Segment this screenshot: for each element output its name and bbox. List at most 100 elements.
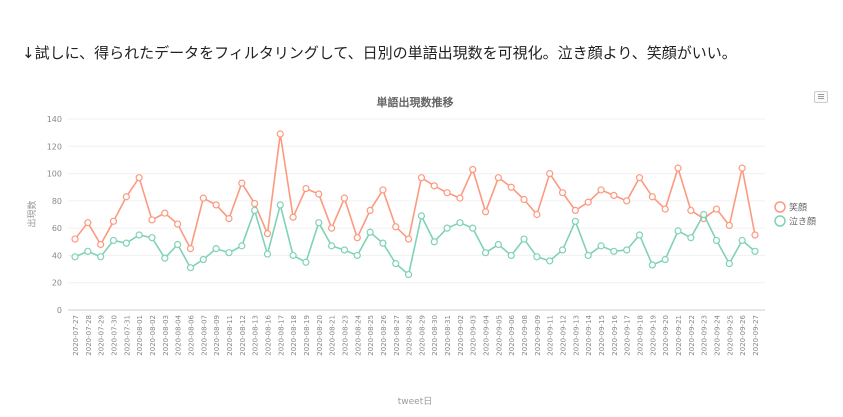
data-point <box>263 230 272 238</box>
data-point <box>366 206 374 215</box>
data-point <box>392 260 400 268</box>
data-point <box>199 194 207 202</box>
x-tick-label: 2020-08-16 <box>264 314 272 355</box>
x-tick-label: 2020-09-26 <box>739 314 747 355</box>
y-axis-label: 出現数 <box>26 200 38 227</box>
legend-marker <box>774 215 786 227</box>
data-point <box>507 183 515 191</box>
data-point <box>251 199 259 208</box>
data-point <box>546 257 554 265</box>
data-point <box>571 206 579 215</box>
x-tick-label: 2020-08-12 <box>239 315 247 356</box>
x-tick-label: 2020-09-21 <box>675 315 683 356</box>
data-point <box>700 210 708 219</box>
data-point <box>610 191 618 199</box>
data-point <box>751 247 759 255</box>
data-point <box>648 193 656 201</box>
data-point <box>712 236 721 245</box>
chart-title: 単語出現数推移 <box>377 95 454 109</box>
x-tick-label: 2020-09-03 <box>470 315 478 356</box>
data-point <box>315 190 323 198</box>
x-tick-label: 2020-07-30 <box>110 315 118 356</box>
x-tick-label: 2020-09-22 <box>688 315 696 356</box>
x-tick-label: 2020-09-06 <box>508 314 516 355</box>
x-tick-label: 2020-08-21 <box>329 315 337 356</box>
data-point <box>623 197 631 205</box>
data-point <box>122 239 130 247</box>
x-tick-label: 2020-07-28 <box>85 315 93 356</box>
data-point <box>174 220 182 228</box>
x-tick-label: 2020-09-11 <box>547 315 555 356</box>
x-axis-label: tweet日 <box>398 396 433 407</box>
x-tick-label: 2020-09-23 <box>701 315 709 356</box>
data-point <box>328 224 336 232</box>
data-point <box>725 260 733 268</box>
data-point <box>225 214 233 223</box>
x-tick-label: 2020-08-25 <box>367 315 375 356</box>
data-point <box>135 174 143 182</box>
x-tick-label: 2020-08-09 <box>213 315 221 356</box>
x-tick-label: 2020-08-06 <box>187 314 195 355</box>
y-tick-label: 40 <box>52 251 62 260</box>
hamburger-menu-icon[interactable] <box>814 91 828 103</box>
data-point <box>443 224 451 232</box>
data-point <box>469 165 477 174</box>
data-point <box>404 235 413 243</box>
data-point <box>289 251 297 260</box>
y-tick-label: 0 <box>57 306 62 315</box>
data-point <box>661 255 669 264</box>
data-point <box>661 205 669 213</box>
data-point <box>353 251 361 260</box>
data-point <box>456 219 464 227</box>
data-point <box>135 231 143 239</box>
data-point <box>289 213 297 221</box>
data-point <box>456 194 464 202</box>
data-point <box>481 249 490 257</box>
x-tick-label: 2020-08-03 <box>162 315 170 356</box>
data-point <box>212 245 220 253</box>
x-tick-label: 2020-08-24 <box>354 314 362 355</box>
data-point <box>186 245 195 253</box>
x-tick-label: 2020-09-12 <box>560 315 568 356</box>
y-tick-label: 140 <box>47 115 62 124</box>
data-point <box>597 242 605 250</box>
data-point <box>648 261 656 269</box>
x-tick-label: 2020-08-04 <box>175 314 183 355</box>
data-point <box>161 209 169 217</box>
data-point <box>328 242 336 250</box>
x-tick-label: 2020-08-26 <box>380 314 388 355</box>
data-point <box>738 236 746 245</box>
x-tick-label: 2020-08-13 <box>252 315 260 356</box>
caption-text: ↓試しに、得られたデータをフィルタリングして、日別の単語出現数を可視化。泣き顔よ… <box>22 44 737 62</box>
data-point <box>379 186 387 194</box>
data-point <box>494 240 502 249</box>
data-point <box>251 206 259 215</box>
data-point <box>738 164 746 172</box>
x-tick-label: 2020-09-27 <box>752 315 760 356</box>
data-point <box>148 216 156 224</box>
data-point <box>174 240 182 249</box>
series-line <box>74 133 756 251</box>
y-tick-label: 20 <box>52 279 62 288</box>
data-point <box>212 201 220 209</box>
x-tick-label: 2020-09-24 <box>714 314 722 355</box>
data-point <box>109 236 118 245</box>
legend-label: 泣き顔 <box>789 216 816 228</box>
data-point <box>584 251 592 260</box>
x-tick-label: 2020-09-16 <box>611 314 619 355</box>
legend-marker <box>774 201 786 213</box>
x-tick-label: 2020-08-23 <box>341 315 349 356</box>
data-point <box>186 264 195 272</box>
data-point <box>238 179 246 187</box>
series-line <box>74 204 756 277</box>
y-tick-label: 60 <box>52 224 62 233</box>
x-tick-label: 2020-09-09 <box>534 315 542 356</box>
x-tick-label: 2020-08-07 <box>200 315 208 356</box>
data-point <box>276 201 284 209</box>
data-point <box>687 206 695 215</box>
data-point <box>302 258 310 266</box>
data-point <box>430 238 438 246</box>
data-point <box>122 193 130 201</box>
data-point <box>161 254 169 262</box>
